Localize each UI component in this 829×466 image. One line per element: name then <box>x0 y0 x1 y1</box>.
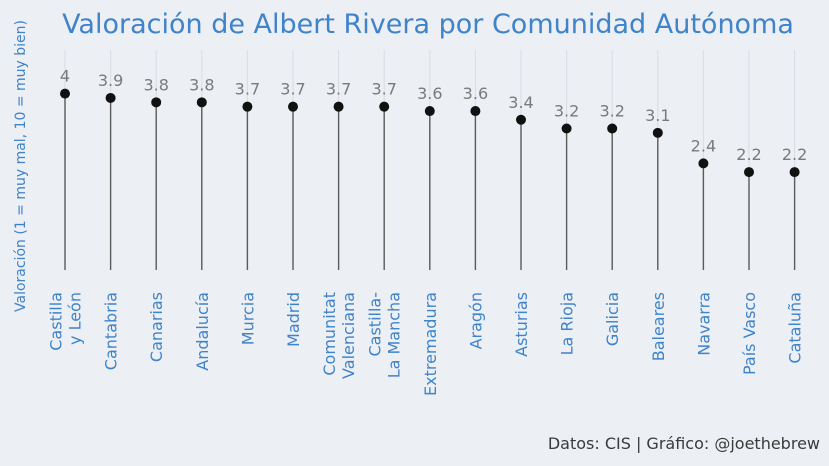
x-tick-line: Murcia <box>238 292 257 345</box>
value-label: 3.7 <box>235 80 260 99</box>
lollipop-point <box>652 127 663 138</box>
x-tick-line: Baleares <box>649 292 668 361</box>
x-tick-line: Asturias <box>512 292 531 357</box>
x-tick-label: Madrid <box>284 292 303 347</box>
x-tick-line: Canarias <box>147 292 166 362</box>
value-label: 3.8 <box>189 75 214 94</box>
lollipop-point <box>379 101 390 112</box>
x-tick-line: Comunitat <box>320 292 339 376</box>
lollipop-point <box>607 123 618 134</box>
caption: Datos: CIS | Gráfico: @joethebrew <box>548 434 820 453</box>
value-label: 3.6 <box>463 84 488 103</box>
x-tick-line: Castilla- <box>366 292 385 357</box>
lollipop-point <box>151 97 162 108</box>
x-tick-label: Canarias <box>147 292 166 362</box>
value-label: 3.2 <box>554 101 579 120</box>
x-tick-label: Asturias <box>512 292 531 357</box>
x-tick-label: Murcia <box>238 292 257 345</box>
x-tick-label: Cantabria <box>102 292 121 370</box>
x-tick-label: Baleares <box>649 292 668 361</box>
x-tick-label: Cataluña <box>786 292 805 364</box>
lollipop-point <box>288 101 298 112</box>
lollipop-point <box>698 158 709 169</box>
x-tick-label: Navarra <box>694 292 713 356</box>
value-label: 3.7 <box>280 80 305 99</box>
x-tick-label: Comunitat Valenciana <box>320 292 358 379</box>
lollipop-point <box>561 123 572 134</box>
x-tick-line: La Mancha <box>385 292 404 378</box>
x-tick-line: La Rioja <box>558 292 577 355</box>
lollipop-point <box>196 97 207 108</box>
x-tick-label: Extremadura <box>421 292 440 396</box>
lollipop-point <box>333 101 344 112</box>
stems <box>64 93 796 270</box>
value-label: 3.8 <box>143 75 168 94</box>
value-label: 2.4 <box>691 136 716 155</box>
x-tick-label: Galicia <box>603 292 622 346</box>
x-tick-label: Andalucía <box>193 292 212 371</box>
lollipop-point <box>789 167 800 178</box>
points <box>60 88 800 178</box>
lollipop-point <box>242 101 253 112</box>
value-label: 3.7 <box>326 80 351 99</box>
x-tick-line: Madrid <box>284 292 303 347</box>
x-tick-line: Andalucía <box>193 292 212 371</box>
x-tick-line: Valenciana <box>339 292 358 379</box>
value-label: 3.7 <box>371 80 396 99</box>
x-tick-line: País Vasco <box>740 292 759 375</box>
x-tick-line: Castilla <box>47 292 66 351</box>
chart-title: Valoración de Albert Rivera por Comunida… <box>62 9 794 40</box>
value-label: 3.2 <box>599 101 624 120</box>
value-labels: 4 3.9 3.8 3.8 3.7 3.7 3.7 3.7 3.6 3.6 3.4 3.2 3.2 3.1… <box>60 67 807 164</box>
x-tick-line: Cataluña <box>786 292 805 364</box>
x-tick-labels: Castilla y León Cantabria Canarias Andalucía… <box>47 292 805 396</box>
value-label: 3.1 <box>645 106 670 125</box>
lollipop-point <box>744 167 754 178</box>
x-tick-line: Galicia <box>603 292 622 346</box>
value-label: 3.9 <box>98 71 123 90</box>
x-tick-line: Aragón <box>466 292 485 349</box>
lollipop-point <box>424 106 435 117</box>
value-label: 4 <box>60 67 70 86</box>
x-tick-line: y León <box>66 292 85 345</box>
x-tick-line: Navarra <box>694 292 713 356</box>
y-axis-label: Valoración (1 = muy mal, 10 = muy bien) <box>13 20 29 312</box>
x-tick-line: Extremadura <box>421 292 440 396</box>
value-label: 2.2 <box>782 145 807 164</box>
value-label: 3.4 <box>508 93 533 112</box>
x-tick-label: Castilla y León <box>47 292 85 351</box>
lollipop-point <box>516 114 526 125</box>
value-label: 2.2 <box>736 145 761 164</box>
value-label: 3.6 <box>417 84 442 103</box>
lollipop-point <box>470 106 481 117</box>
x-tick-label: Castilla- La Mancha <box>366 292 404 378</box>
x-tick-label: País Vasco <box>740 292 759 375</box>
x-tick-line: Cantabria <box>102 292 121 370</box>
lollipop-point <box>105 92 116 103</box>
x-tick-label: La Rioja <box>558 292 577 355</box>
x-tick-label: Aragón <box>466 292 485 349</box>
lollipop-point <box>60 88 70 99</box>
